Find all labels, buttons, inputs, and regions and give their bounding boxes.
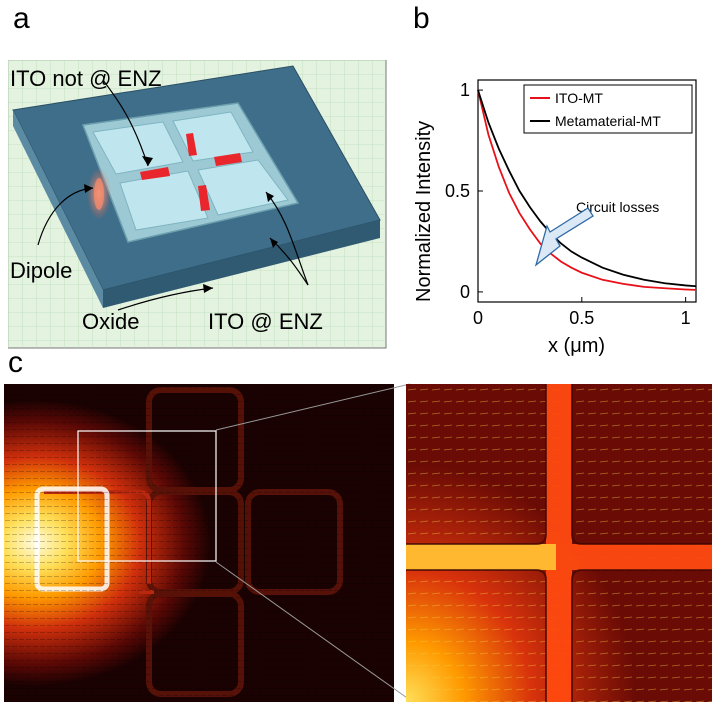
y-axis-label: Normalized Intensity bbox=[413, 121, 435, 302]
legend-label-ito-mt: ITO-MT bbox=[555, 90, 603, 106]
glass-pane-br bbox=[197, 159, 289, 216]
zoom-connectors bbox=[215, 383, 411, 701]
x-axis-label: x (μm) bbox=[548, 335, 605, 357]
field-map-zoom bbox=[406, 384, 712, 702]
zoom-hot-waveguide bbox=[406, 544, 556, 570]
annotation-circuit-losses: Circuit losses bbox=[576, 199, 659, 215]
zoom-line-top bbox=[215, 383, 411, 431]
ito-block-right bbox=[214, 153, 242, 166]
device-schematic: ITO not @ ENZ Dipole Oxide ITO @ ENZ bbox=[8, 60, 387, 349]
series-line-ito-mt bbox=[477, 89, 697, 291]
arrowhead-ito-enz-1 bbox=[266, 192, 274, 202]
arrowhead-ito-not-enz bbox=[142, 156, 153, 166]
substrate-edge bbox=[103, 220, 380, 308]
arrow-ito-not-enz bbox=[102, 79, 149, 167]
intensity-chart: 0 0.5 1 0 0.5 1 ITO-MT Metamaterial-MT Circui… bbox=[413, 79, 697, 357]
substrate-side bbox=[13, 110, 103, 308]
zoom-region-box bbox=[77, 430, 217, 562]
zoom-waveguide-edges bbox=[406, 384, 712, 702]
y-tick-label: 1 bbox=[460, 80, 470, 100]
arrow-oxide bbox=[117, 287, 214, 311]
panel-letter-a: a bbox=[13, 2, 30, 35]
panel-letter-c: c bbox=[8, 346, 23, 379]
legend-box bbox=[523, 84, 693, 134]
ito-block-bottom bbox=[198, 185, 210, 211]
axis-ticks: 0 0.5 1 0 0.5 1 bbox=[445, 80, 691, 328]
ito-block-left bbox=[140, 167, 170, 180]
series-line-metamaterial-mt bbox=[477, 89, 697, 288]
y-tick-label: 0 bbox=[460, 282, 470, 302]
legend-label-metamaterial-mt: Metamaterial-MT bbox=[555, 113, 661, 129]
data-series bbox=[477, 89, 697, 291]
arrow-ito-enz-1 bbox=[265, 191, 309, 286]
label-ito-enz: ITO @ ENZ bbox=[208, 309, 323, 334]
label-dipole: Dipole bbox=[10, 258, 72, 283]
panel-letter-b: b bbox=[413, 2, 430, 35]
dipole-source bbox=[94, 178, 104, 210]
arrowhead-ito-enz-2 bbox=[270, 238, 278, 248]
arrowhead-oxide bbox=[203, 284, 213, 293]
field-map-full bbox=[4, 384, 394, 702]
zoom-line-bottom bbox=[215, 561, 411, 701]
x-tick-label: 0.5 bbox=[569, 308, 594, 328]
x-tick-label: 1 bbox=[681, 308, 691, 328]
label-oxide: Oxide bbox=[82, 309, 139, 334]
arrowhead-dipole bbox=[84, 184, 93, 193]
vector-field-arrows bbox=[4, 384, 394, 702]
legend: ITO-MT Metamaterial-MT bbox=[523, 84, 693, 134]
label-ito-not-enz: ITO not @ ENZ bbox=[10, 66, 162, 91]
ito-block-top bbox=[186, 133, 197, 156]
circuit-losses-arrow bbox=[534, 207, 594, 267]
x-tick-label: 0 bbox=[473, 308, 483, 328]
glass-pane-tl bbox=[92, 121, 184, 175]
y-tick-label: 0.5 bbox=[445, 181, 470, 201]
